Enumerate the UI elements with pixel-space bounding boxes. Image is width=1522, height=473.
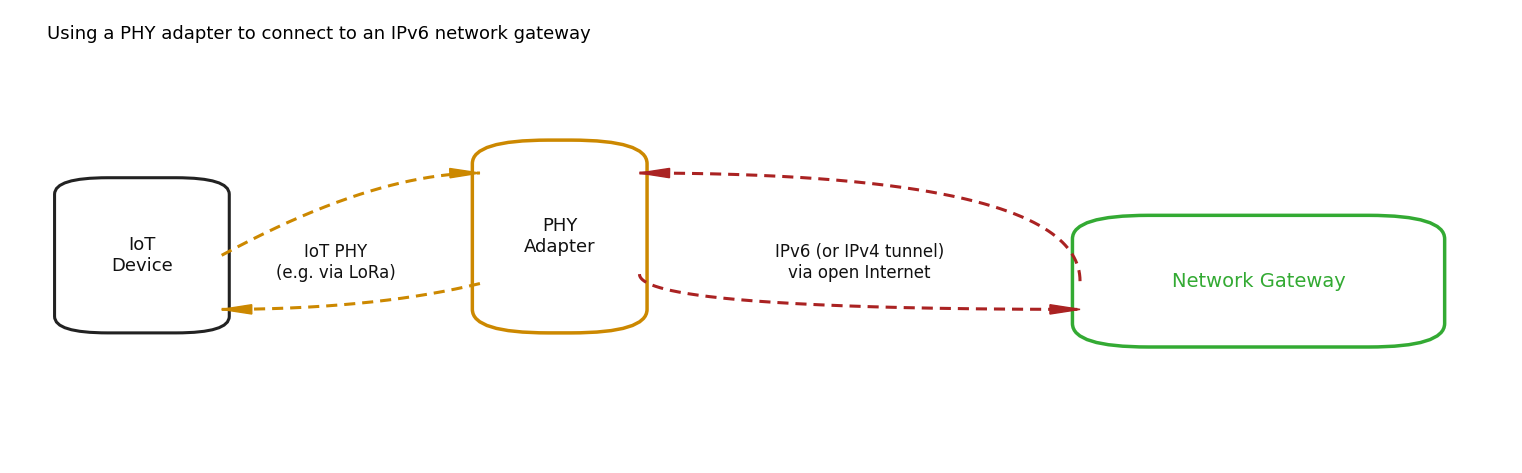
Polygon shape [639,168,670,178]
Polygon shape [222,305,251,314]
Text: IoT PHY
(e.g. via LoRa): IoT PHY (e.g. via LoRa) [275,243,396,282]
Polygon shape [449,168,479,178]
Polygon shape [1050,305,1081,314]
FancyBboxPatch shape [1073,215,1444,347]
Text: IPv6 (or IPv4 tunnel)
via open Internet: IPv6 (or IPv4 tunnel) via open Internet [775,243,944,282]
Text: PHY
Adapter: PHY Adapter [524,217,595,256]
Text: IoT
Device: IoT Device [111,236,174,275]
Text: Using a PHY adapter to connect to an IPv6 network gateway: Using a PHY adapter to connect to an IPv… [47,25,591,43]
FancyBboxPatch shape [472,140,647,333]
FancyBboxPatch shape [55,178,230,333]
Text: Network Gateway: Network Gateway [1172,272,1345,291]
